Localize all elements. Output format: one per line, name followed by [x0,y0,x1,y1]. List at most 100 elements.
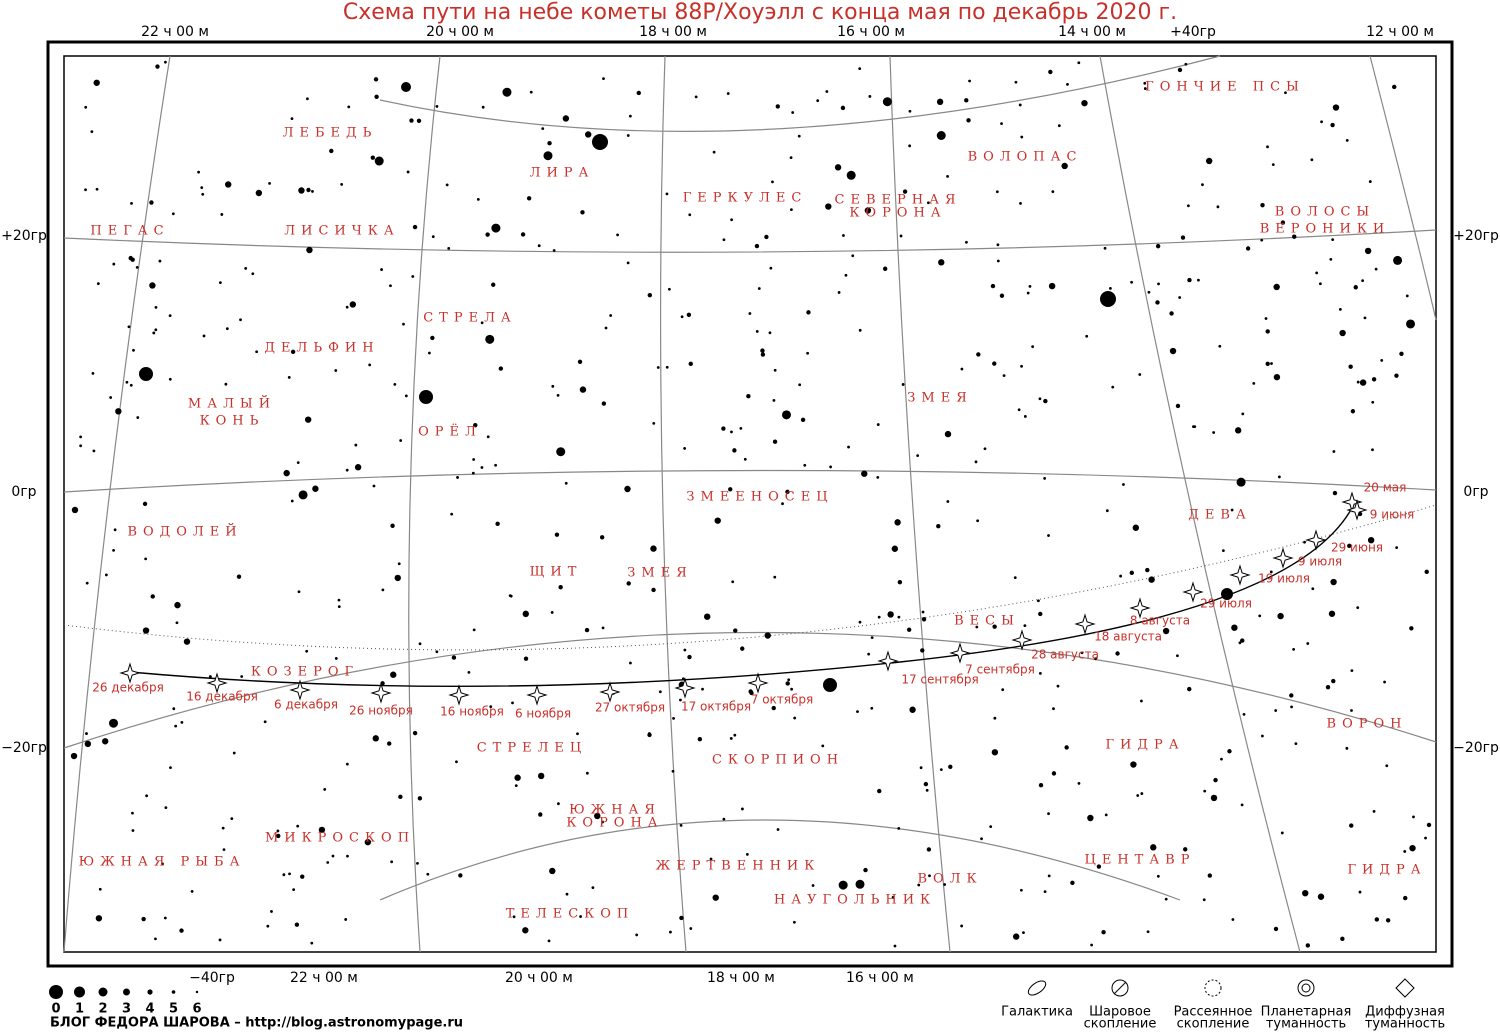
star [1311,587,1315,591]
star [863,867,868,873]
star [1132,524,1140,531]
star [334,657,338,660]
star [1260,734,1264,738]
star [394,574,401,582]
magnitude-label: 5 [169,1002,178,1017]
star [549,867,556,875]
star [995,190,999,194]
star [1026,291,1030,295]
star [1013,576,1017,580]
constellation-name: ПЕГАС [90,224,169,239]
star [1143,81,1147,85]
star [318,826,326,834]
star [626,134,630,137]
star [733,628,738,633]
star [1136,794,1140,797]
star [728,487,733,492]
star [928,874,931,878]
star [127,325,131,329]
star [791,111,795,114]
star [276,829,280,833]
star [764,632,771,639]
star [921,610,925,614]
star [554,532,560,537]
star [1140,699,1143,703]
comet-date: 26 декабря [92,681,164,695]
star [1306,642,1310,645]
star [1329,257,1333,261]
constellation-name: СТРЕЛЕЦ [477,741,588,756]
star [983,447,987,451]
star [354,443,358,447]
star [1150,844,1157,851]
star [427,351,431,355]
star [731,580,735,584]
star [547,141,552,146]
open-cluster-icon [1204,979,1222,997]
star [996,243,1000,247]
star [797,134,801,138]
star [294,922,300,927]
star [906,627,912,632]
star [1155,243,1161,249]
star [1367,536,1375,544]
star [726,92,730,95]
star [754,243,760,249]
comet-date: 6 декабря [274,698,338,712]
star [730,218,734,222]
star [435,105,439,108]
star [141,916,146,922]
star [626,581,631,586]
star [218,281,222,285]
magnitude-dot [49,985,63,999]
star [1162,627,1170,635]
comet-marker [1305,529,1327,551]
star [84,740,92,748]
star [1081,99,1088,107]
star [522,927,529,934]
star [838,880,848,890]
star [251,272,255,276]
star [1412,815,1415,819]
magnitude-label: 2 [98,1002,107,1017]
star [387,741,392,746]
star [926,201,930,205]
comet-marker [674,677,696,699]
star [842,234,845,237]
star [1273,283,1280,291]
star [1148,576,1155,583]
star [1294,742,1298,745]
star [1019,888,1023,892]
star [557,802,560,806]
star [732,448,737,453]
star [683,648,687,652]
star [891,896,895,899]
star [393,383,397,386]
constellation-name: ЗМЕЯ [907,391,972,406]
ra-label: 20 ч 00 м [505,970,573,986]
star [1070,880,1075,886]
star [129,383,133,387]
star [1000,122,1003,126]
star [345,305,349,309]
star [149,282,156,289]
star [876,423,880,426]
star [1022,931,1025,935]
star [968,79,971,83]
star [1361,279,1365,283]
star [404,394,408,398]
star [1371,400,1375,404]
star [1056,684,1060,688]
star [867,652,871,656]
star [938,259,945,266]
star [1052,707,1055,711]
star [476,197,480,201]
star [746,393,751,399]
star [112,262,116,266]
star [263,720,267,724]
constellation-name: ЮЖНАЯ [569,803,661,818]
star [729,737,733,740]
star [948,764,953,769]
star [960,924,964,928]
star [430,335,435,341]
